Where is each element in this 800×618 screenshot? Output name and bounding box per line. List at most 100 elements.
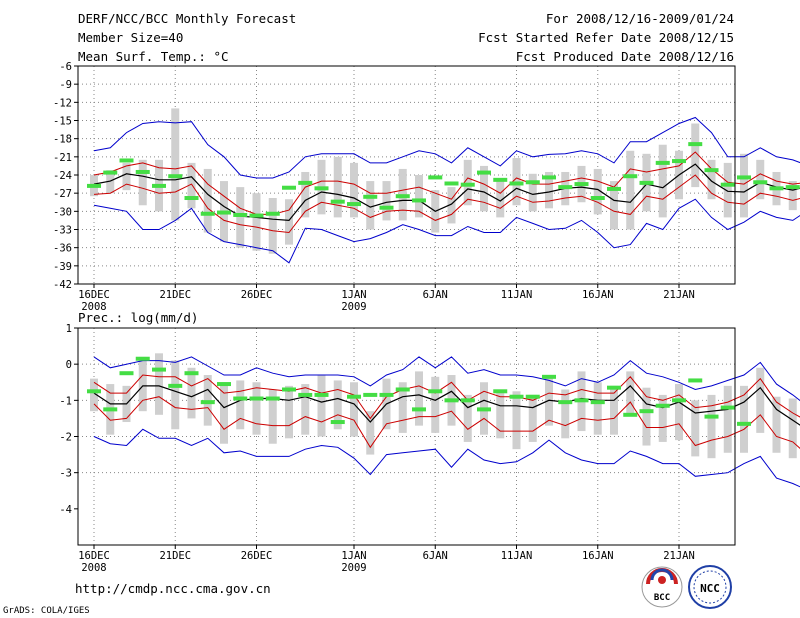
forecast-period: For 2008/12/16-2009/01/24 xyxy=(546,11,734,26)
variable-label: Mean Surf. Temp.: °C xyxy=(78,49,229,64)
spread-box xyxy=(593,168,602,215)
x-tick-label: 21DEC xyxy=(159,289,191,301)
observation-mark xyxy=(574,398,589,403)
median-line xyxy=(93,385,800,426)
spread-box xyxy=(285,385,293,439)
temperature-panel: -6 -9 -12 -15 -18 -21 -24 -27 -30 -33 -36 -39 -42 16D… xyxy=(53,61,800,313)
x-year-label: 2008 xyxy=(81,301,106,313)
observation-mark xyxy=(314,186,329,191)
y-tick-label: -1 xyxy=(59,395,72,407)
observation-mark xyxy=(655,403,670,408)
spread-box xyxy=(512,391,521,450)
spread-box xyxy=(610,385,618,435)
spread-box xyxy=(447,187,456,224)
q75-line xyxy=(93,374,800,420)
bcc-logo-text: BCC xyxy=(654,593,670,603)
observation-mark xyxy=(525,394,540,399)
observation-mark xyxy=(249,213,264,218)
y-tick-label: -4 xyxy=(59,504,72,516)
observation-mark xyxy=(623,174,638,179)
x-tick-label: 11JAN xyxy=(501,550,533,562)
observation-mark xyxy=(119,371,134,376)
observation-mark xyxy=(493,389,508,394)
x-tick-label: 16JAN xyxy=(582,550,614,562)
observation-mark xyxy=(363,392,378,397)
observation-mark xyxy=(103,407,118,412)
spread-box xyxy=(545,171,553,209)
spread-box xyxy=(90,378,98,412)
y-tick-label: -2 xyxy=(59,432,72,444)
spread-box xyxy=(122,162,131,191)
observation-mark xyxy=(395,194,410,199)
x-tick-label: 21JAN xyxy=(663,550,695,562)
produced-date: Fcst Produced Date 2008/12/16 xyxy=(516,49,734,64)
spread-box xyxy=(463,159,472,206)
spread-box xyxy=(236,380,245,430)
observation-mark xyxy=(428,175,443,180)
spread-box xyxy=(788,398,797,459)
spread-box xyxy=(382,181,391,221)
spread-box xyxy=(480,165,488,212)
observation-mark xyxy=(152,183,166,188)
observation-mark xyxy=(704,414,719,419)
y-tick-label: -9 xyxy=(59,79,72,91)
spread-box xyxy=(463,394,472,442)
observation-mark xyxy=(412,407,426,412)
spread-box xyxy=(203,168,212,233)
max-line xyxy=(93,116,800,179)
observation-mark xyxy=(200,400,215,405)
observation-mark xyxy=(184,196,199,201)
spread-box xyxy=(252,193,261,251)
y-tick-label: -18 xyxy=(53,134,72,146)
spread-box xyxy=(333,380,342,430)
spread-box xyxy=(788,181,797,211)
x-tick-label: 16JAN xyxy=(582,289,614,301)
spread-box xyxy=(171,360,180,430)
observation-mark xyxy=(135,169,150,174)
spread-box xyxy=(285,199,293,245)
q75-line xyxy=(93,151,800,215)
observation-mark xyxy=(655,160,670,165)
observation-mark xyxy=(347,394,361,399)
x-year-label: 2008 xyxy=(81,562,106,574)
ncc-logo: NCC xyxy=(688,565,732,609)
spread-box xyxy=(350,162,358,218)
observation-mark xyxy=(672,398,686,403)
y-tick-label: 0 xyxy=(66,359,72,371)
observation-mark xyxy=(574,182,589,187)
spread-box xyxy=(528,394,537,442)
spread-box xyxy=(707,394,716,459)
observation-mark xyxy=(330,199,345,204)
observation-mark xyxy=(168,174,183,179)
spread-box xyxy=(415,371,423,426)
spread-box xyxy=(220,385,228,444)
y-tick-label: -12 xyxy=(53,97,72,109)
observation-mark xyxy=(217,210,231,215)
x-tick-label: 6JAN xyxy=(423,289,448,301)
observation-mark xyxy=(233,396,248,401)
observation-mark xyxy=(753,180,768,185)
spread-box xyxy=(561,389,570,439)
observation-mark xyxy=(298,180,313,185)
y-tick-label: -42 xyxy=(53,279,72,291)
observation-mark xyxy=(720,405,735,410)
observation-mark xyxy=(558,400,573,405)
spread-box xyxy=(187,367,196,419)
observation-mark xyxy=(412,198,426,203)
precipitation-panel: 1 0 -1 -2 -3 -4 16DEC 21DEC 26DEC 1JAN 6JAN 11JAN 16… xyxy=(59,323,800,574)
observation-mark xyxy=(233,212,248,217)
spread-box xyxy=(756,367,765,433)
min-line xyxy=(93,198,800,264)
x-tick-label: 1JAN xyxy=(341,550,366,562)
member-size: Member Size=40 xyxy=(78,30,183,45)
spread-box xyxy=(691,123,700,188)
spread-box xyxy=(268,198,277,254)
spread-box xyxy=(301,384,310,435)
ncc-logo-text: NCC xyxy=(700,582,720,595)
spread-box xyxy=(155,353,163,415)
observation-mark xyxy=(542,374,556,379)
y-tick-label: -39 xyxy=(53,261,72,273)
observation-mark xyxy=(379,392,394,397)
source-url[interactable]: http://cmdp.ncc.cma.gov.cn xyxy=(75,581,271,596)
